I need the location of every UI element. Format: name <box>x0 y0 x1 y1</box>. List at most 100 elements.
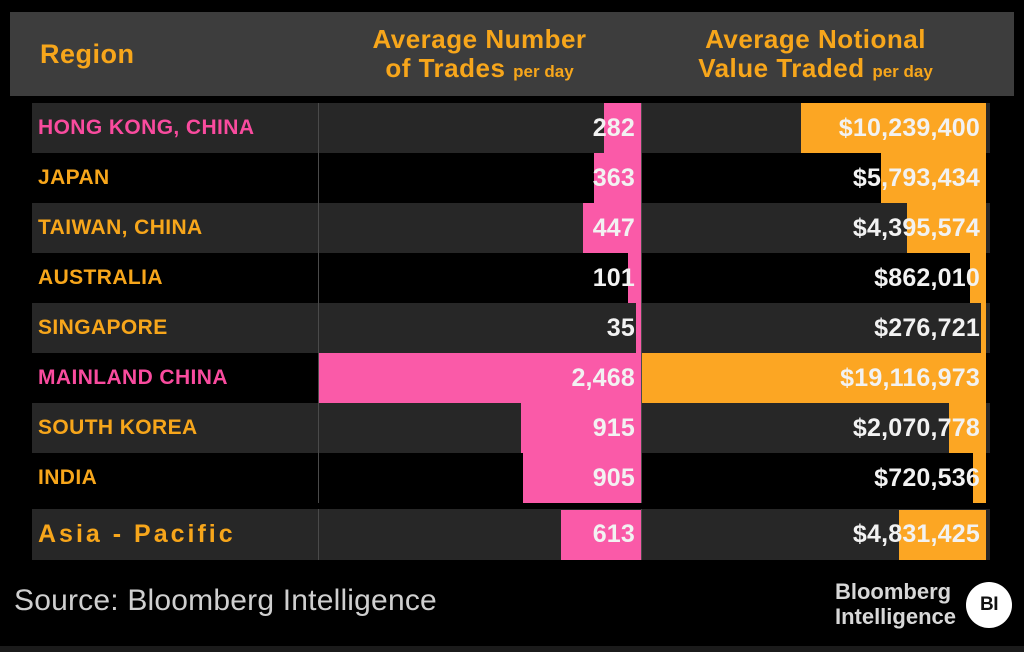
cell-avg-trades: 447 <box>318 203 641 253</box>
cell-region: INDIA <box>32 453 318 503</box>
bar-notional-value <box>898 509 986 560</box>
value-notional-value: $5,793,434 <box>852 163 980 192</box>
column-header-notional-value-line1: Average Notional <box>705 23 926 54</box>
bloomberg-intelligence-logo: Bloomberg Intelligence BI <box>834 579 1012 629</box>
table-row: MAINLAND CHINA 2,468 $19,116,973 <box>32 353 990 403</box>
column-separator <box>318 103 319 153</box>
cell-region: HONG KONG, CHINA <box>32 103 318 153</box>
cell-avg-trades: 905 <box>318 453 641 503</box>
cell-region: SINGAPORE <box>32 303 318 353</box>
value-notional-value: $4,831,425 <box>852 520 980 548</box>
cell-avg-trades: 363 <box>318 153 641 203</box>
column-separator <box>641 303 642 353</box>
cell-region: Asia - Pacific <box>32 509 318 560</box>
column-header-avg-trades: Average Number of Trades per day <box>318 24 641 83</box>
column-separator <box>641 253 642 303</box>
cell-avg-trades: 101 <box>318 253 641 303</box>
region-label: SINGAPORE <box>38 316 168 339</box>
table-row: HONG KONG, CHINA 282 $10,239,400 <box>32 103 990 153</box>
column-header-notional-value: Average Notional Value Traded per day <box>641 23 990 83</box>
bottom-divider <box>0 646 1024 652</box>
value-notional-value: $720,536 <box>874 463 980 492</box>
table-row: TAIWAN, CHINA 447 $4,395,574 <box>32 203 990 253</box>
value-avg-trades: 905 <box>592 463 635 492</box>
table-row: JAPAN 363 $5,793,434 <box>32 153 990 203</box>
bar-notional-value <box>948 403 986 453</box>
region-label: AUSTRALIA <box>38 266 163 289</box>
region-label: HONG KONG, CHINA <box>38 116 255 139</box>
cell-avg-trades: 613 <box>318 509 641 560</box>
cell-region: SOUTH KOREA <box>32 403 318 453</box>
cell-notional-value: $2,070,778 <box>641 403 990 453</box>
bar-avg-trades <box>582 203 641 253</box>
column-header-avg-trades-line2: of Trades <box>385 53 506 83</box>
bar-avg-trades <box>627 253 641 303</box>
column-separator <box>318 509 319 560</box>
column-header-region: Region <box>40 38 135 69</box>
table-total-row: Asia - Pacific 613 $4,831,425 <box>32 509 990 560</box>
logo-text-line1: Bloomberg <box>834 579 952 604</box>
region-label: MAINLAND CHINA <box>38 366 228 389</box>
column-separator <box>318 453 319 503</box>
cell-region: MAINLAND CHINA <box>32 353 318 403</box>
bar-avg-trades <box>560 509 641 560</box>
table-row: SOUTH KOREA 915 $2,070,778 <box>32 403 990 453</box>
column-separator <box>641 203 642 253</box>
column-header-notional-value-line2: Value Traded <box>698 53 865 83</box>
value-avg-trades: 282 <box>592 113 635 142</box>
footer: Source: Bloomberg Intelligence Bloomberg… <box>0 570 1024 652</box>
cell-notional-value: $4,831,425 <box>641 509 990 560</box>
value-avg-trades: 101 <box>592 263 635 292</box>
bar-notional-value <box>981 303 986 353</box>
value-avg-trades: 363 <box>592 163 635 192</box>
value-avg-trades: 915 <box>592 413 635 442</box>
bar-avg-trades <box>593 153 641 203</box>
bar-avg-trades <box>521 403 641 453</box>
column-header-avg-trades-sub: per day <box>513 62 574 81</box>
bar-notional-value <box>801 103 986 153</box>
column-header-notional-value-sub: per day <box>872 62 933 81</box>
table-row: INDIA 905 $720,536 <box>32 453 990 503</box>
cell-notional-value: $276,721 <box>641 303 990 353</box>
value-notional-value: $10,239,400 <box>838 113 980 142</box>
cell-region: JAPAN <box>32 153 318 203</box>
cell-avg-trades: 282 <box>318 103 641 153</box>
table-row: SINGAPORE 35 $276,721 <box>32 303 990 353</box>
bi-badge-icon: BI <box>966 581 1012 628</box>
table-row: AUSTRALIA 101 $862,010 <box>32 253 990 303</box>
cell-avg-trades: 2,468 <box>318 353 641 403</box>
cell-notional-value: $19,116,973 <box>641 353 990 403</box>
column-separator <box>318 353 319 403</box>
region-label: SOUTH KOREA <box>38 416 198 439</box>
column-separator <box>318 153 319 203</box>
cell-notional-value: $862,010 <box>641 253 990 303</box>
column-separator <box>641 153 642 203</box>
value-avg-trades: 447 <box>592 213 635 242</box>
column-separator <box>641 509 642 560</box>
table-header: Region Average Number of Trades per day … <box>10 12 1014 96</box>
column-separator <box>318 253 319 303</box>
region-label: JAPAN <box>38 166 110 189</box>
region-label: INDIA <box>38 466 98 489</box>
bar-avg-trades <box>522 453 641 503</box>
bar-notional-value <box>881 153 986 203</box>
column-separator <box>641 353 642 403</box>
value-notional-value: $19,116,973 <box>840 363 980 392</box>
value-notional-value: $2,070,778 <box>852 413 980 442</box>
bar-notional-value <box>973 453 986 503</box>
bar-avg-trades <box>636 303 641 353</box>
region-label: TAIWAN, CHINA <box>38 216 203 239</box>
bar-avg-trades <box>318 353 641 403</box>
column-separator <box>318 403 319 453</box>
source-label: Source: Bloomberg Intelligence <box>14 584 437 617</box>
total-row: Asia - Pacific 613 $4,831,425 <box>32 509 990 560</box>
logo-text-line2: Intelligence <box>834 603 956 629</box>
bar-notional-value <box>641 353 986 403</box>
value-notional-value: $4,395,574 <box>852 213 980 242</box>
column-separator <box>641 403 642 453</box>
value-avg-trades: 613 <box>592 520 635 548</box>
column-separator <box>641 103 642 153</box>
table-body: HONG KONG, CHINA 282 $10,239,400 JAPAN 363 $5… <box>32 103 990 503</box>
bar-notional-value <box>906 203 986 253</box>
